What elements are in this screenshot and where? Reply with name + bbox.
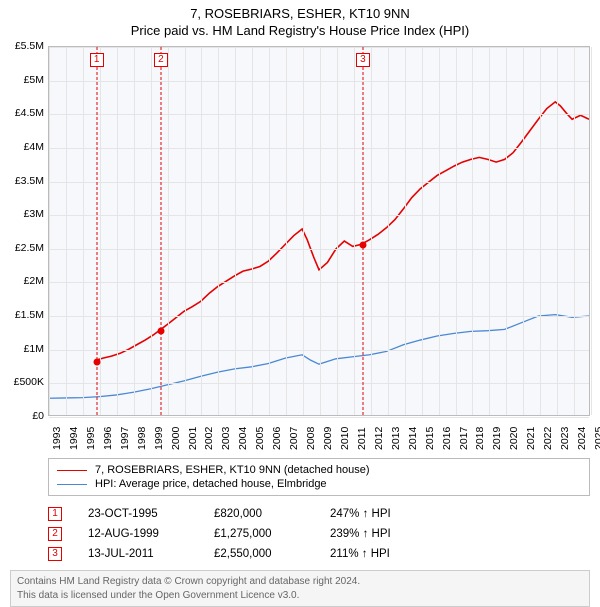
x-tick-label: 2004 [237,427,249,450]
sale-marker-3: 3 [48,547,62,561]
x-tick-label: 1996 [102,427,114,450]
y-tick-label: £2M [24,275,44,287]
y-tick-label: £4M [24,141,44,153]
x-tick-label: 2019 [491,427,503,450]
x-tick-label: 2013 [390,427,402,450]
sale-marker-2: 2 [48,527,62,541]
x-tick-label: 2023 [559,427,571,450]
footer-line1: Contains HM Land Registry data © Crown c… [17,575,583,589]
sale-date-1: 23-OCT-1995 [88,508,188,520]
x-tick-label: 2010 [339,427,351,450]
footer-attribution: Contains HM Land Registry data © Crown c… [10,570,590,607]
chart-plot-area: 1 2 3 [48,46,590,416]
y-tick-label: £3M [24,208,44,220]
chart-svg [49,47,589,415]
sale-row-2: 2 12-AUG-1999 £1,275,000 239% ↑ HPI [48,524,590,544]
x-tick-label: 2002 [203,427,215,450]
y-tick-label: £1.5M [15,309,44,321]
x-tick-label: 2024 [576,427,588,450]
legend-swatch-hpi [57,484,87,485]
x-tick-label: 2021 [525,427,537,450]
x-tick-label: 2016 [441,427,453,450]
x-tick-label: 2015 [424,427,436,450]
sale-price-3: £2,550,000 [214,548,304,560]
y-tick-label: £2.5M [15,242,44,254]
sale-pct-1: 247% ↑ HPI [330,508,391,520]
sale-price-2: £1,275,000 [214,528,304,540]
x-tick-label: 2003 [220,427,232,450]
sale-price-1: £820,000 [214,508,304,520]
sale-number-box: 2 [154,53,168,67]
sale-marker-1: 1 [48,507,62,521]
x-tick-label: 2014 [407,427,419,450]
sale-row-3: 3 13-JUL-2011 £2,550,000 211% ↑ HPI [48,544,590,564]
x-tick-label: 2007 [288,427,300,450]
legend-item-property: 7, ROSEBRIARS, ESHER, KT10 9NN (detached… [57,463,581,477]
sale-number-box: 1 [90,53,104,67]
sale-date-2: 12-AUG-1999 [88,528,188,540]
sale-dot [157,328,164,335]
y-tick-label: £0 [32,410,44,422]
x-tick-label: 2020 [508,427,520,450]
y-tick-label: £5M [24,74,44,86]
x-tick-label: 2018 [474,427,486,450]
sale-number-box: 3 [356,53,370,67]
sale-vline [160,47,161,415]
sales-table: 1 23-OCT-1995 £820,000 247% ↑ HPI 2 12-A… [48,504,590,564]
title-address: 7, ROSEBRIARS, ESHER, KT10 9NN [0,6,600,21]
x-tick-label: 1993 [51,427,63,450]
sale-pct-3: 211% ↑ HPI [330,548,390,560]
x-tick-label: 1994 [68,427,80,450]
x-tick-label: 2006 [271,427,283,450]
y-tick-label: £1M [24,343,44,355]
x-tick-label: 2025 [593,427,600,450]
x-tick-label: 2011 [356,427,368,450]
x-tick-label: 2008 [305,427,317,450]
y-tick-label: £500K [14,376,44,388]
x-tick-label: 2001 [187,427,199,450]
sale-date-3: 13-JUL-2011 [88,548,188,560]
x-axis-labels: 1993 1994 1995 1996 1997 1998 1999 2000 2001 2002… [48,422,590,456]
title-subtitle: Price paid vs. HM Land Registry's House … [0,23,600,38]
legend-label-hpi: HPI: Average price, detached house, Elmb… [95,478,327,490]
x-tick-label: 2022 [542,427,554,450]
x-tick-label: 2012 [373,427,385,450]
legend: 7, ROSEBRIARS, ESHER, KT10 9NN (detached… [48,458,590,496]
y-axis-labels: £0£500K£1M£1.5M£2M£2.5M£3M£3.5M£4M£4.5M£… [4,46,46,416]
x-tick-label: 2009 [322,427,334,450]
sale-dot [359,242,366,249]
legend-label-property: 7, ROSEBRIARS, ESHER, KT10 9NN (detached… [95,464,370,476]
x-tick-label: 1998 [136,427,148,450]
sale-dot [93,358,100,365]
x-tick-label: 1995 [85,427,97,450]
x-tick-label: 1999 [153,427,165,450]
sale-row-1: 1 23-OCT-1995 £820,000 247% ↑ HPI [48,504,590,524]
y-tick-label: £4.5M [15,107,44,119]
y-tick-label: £5.5M [15,40,44,52]
x-tick-label: 2005 [254,427,266,450]
footer-line2: This data is licensed under the Open Gov… [17,589,583,603]
y-tick-label: £3.5M [15,175,44,187]
x-tick-label: 1997 [119,427,131,450]
chart-title: 7, ROSEBRIARS, ESHER, KT10 9NN Price pai… [0,0,600,42]
x-tick-label: 2000 [170,427,182,450]
legend-item-hpi: HPI: Average price, detached house, Elmb… [57,477,581,491]
legend-swatch-property [57,470,87,471]
sale-pct-2: 239% ↑ HPI [330,528,391,540]
sale-vline [362,47,363,415]
x-tick-label: 2017 [458,427,470,450]
series-line-hpi [49,315,589,399]
series-line-property [96,102,589,360]
